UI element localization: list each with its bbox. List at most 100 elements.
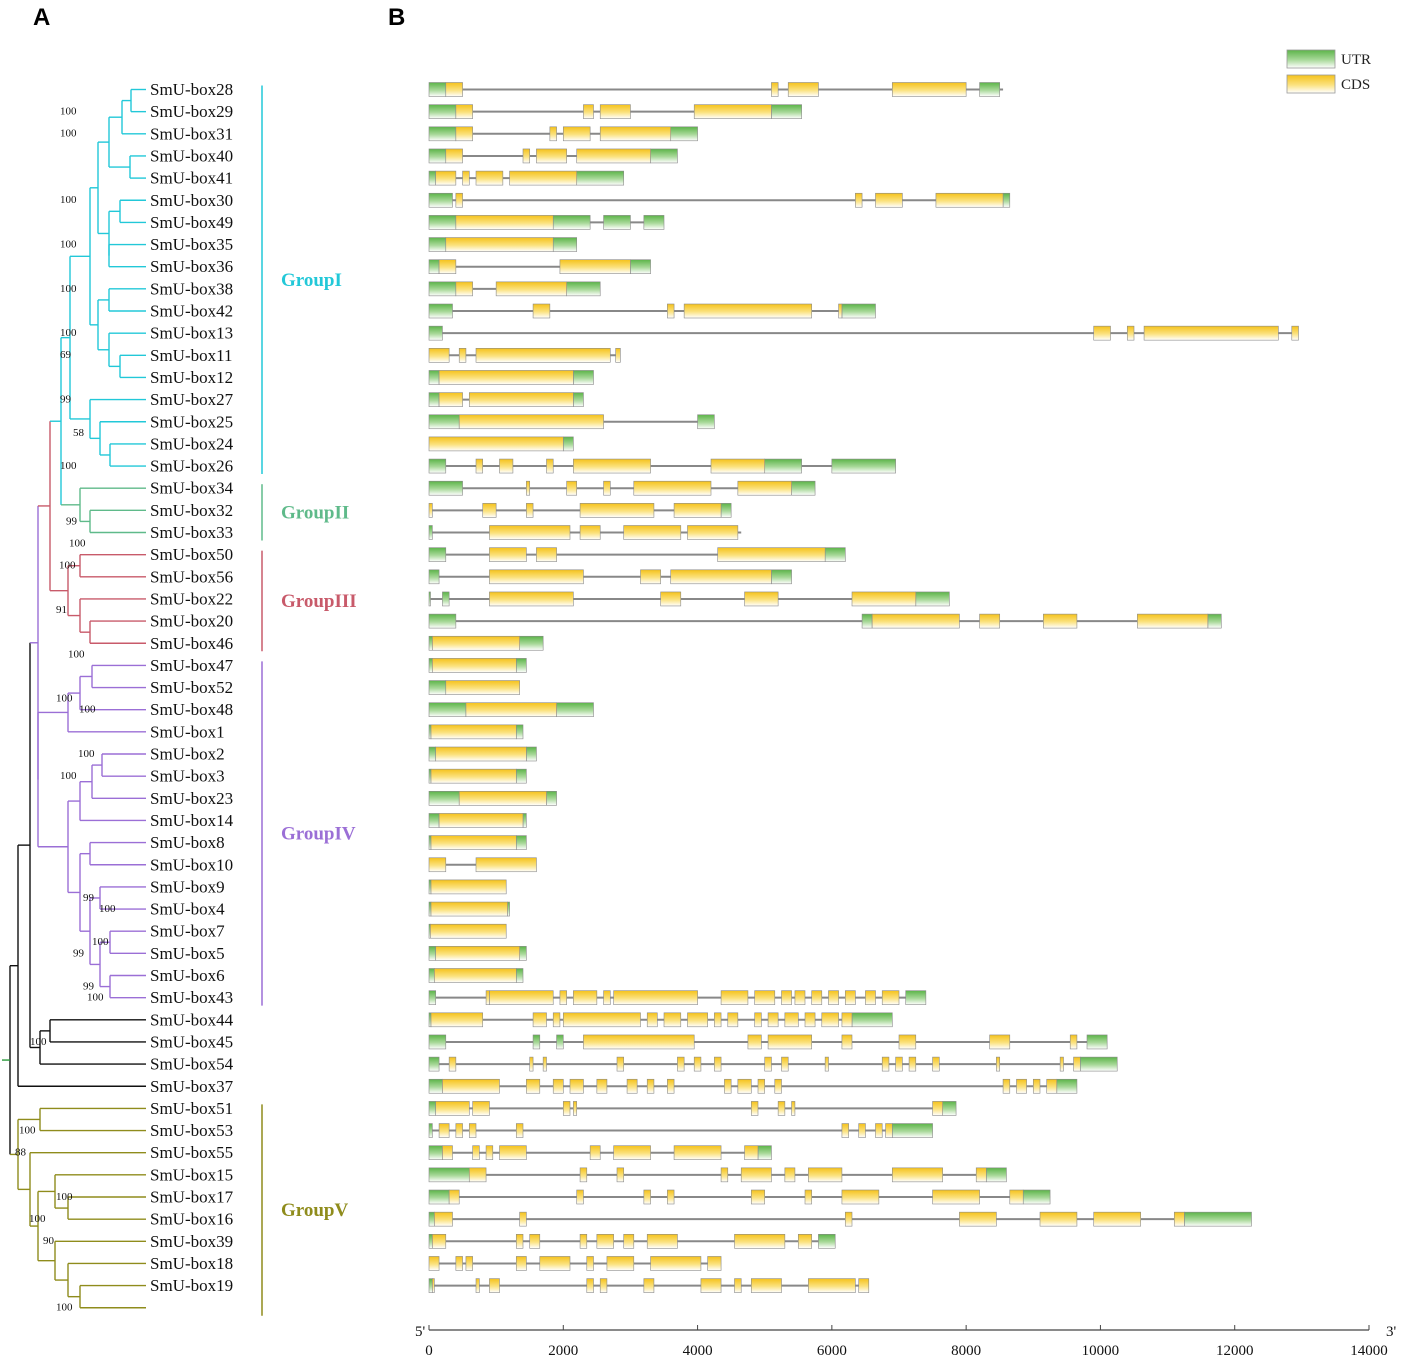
cds-block xyxy=(640,569,661,585)
gene-structure xyxy=(428,1123,933,1138)
cds-block xyxy=(435,170,457,186)
cds-block xyxy=(935,192,1004,208)
cds-block xyxy=(589,1145,601,1160)
utr-block xyxy=(428,1056,440,1072)
utr-block xyxy=(428,746,437,762)
gene-label: SmU-box28 xyxy=(150,80,233,99)
gene-structure xyxy=(428,658,527,673)
cds-block xyxy=(663,1012,682,1028)
cds-block xyxy=(1009,1189,1024,1205)
cds-block xyxy=(468,1167,487,1183)
bootstrap-value: 100 xyxy=(78,748,95,760)
cds-block xyxy=(794,990,806,1005)
utr-block xyxy=(507,901,510,917)
cds-block xyxy=(714,1012,722,1028)
cds-block xyxy=(865,990,876,1005)
utr-block xyxy=(428,1167,470,1183)
gene-structure xyxy=(428,1145,772,1160)
cds-block xyxy=(1093,1211,1142,1227)
gene-label: SmU-box31 xyxy=(150,124,233,143)
cds-block xyxy=(465,1256,473,1271)
cds-block xyxy=(432,1234,447,1249)
cds-block xyxy=(844,990,856,1005)
utr-block xyxy=(428,126,457,142)
axis-start-label: 5' xyxy=(415,1324,426,1340)
gene-structure xyxy=(428,724,524,740)
utr-block xyxy=(905,990,927,1005)
cds-block xyxy=(509,170,578,186)
cds-block xyxy=(428,857,447,873)
bootstrap-value: 100 xyxy=(68,648,85,660)
gene-structure xyxy=(428,259,651,275)
cds-block xyxy=(472,1101,490,1116)
gene-structure xyxy=(428,148,678,164)
gene-structure xyxy=(428,835,527,850)
cds-block xyxy=(1291,325,1299,341)
cds-block xyxy=(979,613,1001,629)
utr-block xyxy=(428,237,447,252)
cds-block xyxy=(754,990,776,1005)
x-tick-label: 12000 xyxy=(1216,1343,1254,1359)
utr-block xyxy=(428,547,447,562)
utr-block xyxy=(942,1101,957,1116)
cds-block xyxy=(828,990,839,1005)
cds-block xyxy=(445,148,463,164)
utr-block xyxy=(428,901,432,917)
cds-block xyxy=(683,303,813,319)
utr-block xyxy=(670,126,698,142)
utr-block xyxy=(428,170,437,186)
utr-block xyxy=(515,968,524,983)
cds-block xyxy=(744,591,779,607)
bootstrap-value: 100 xyxy=(92,936,109,948)
utr-block xyxy=(824,547,846,562)
cds-block xyxy=(573,990,598,1005)
utr-block xyxy=(552,215,591,230)
utr-block xyxy=(818,1234,836,1249)
cds-block xyxy=(996,1056,1001,1072)
cds-block xyxy=(771,82,779,97)
gene-label: SmU-box29 xyxy=(150,102,233,121)
cds-block xyxy=(841,1034,853,1050)
gene-structure xyxy=(428,1234,836,1249)
gene-structure xyxy=(428,857,537,873)
cds-block xyxy=(804,1012,816,1028)
cds-block xyxy=(623,1234,635,1249)
cds-block xyxy=(465,702,557,718)
cds-block xyxy=(542,1056,547,1072)
cds-block xyxy=(615,347,621,363)
cds-block xyxy=(438,392,463,407)
bootstrap-value: 100 xyxy=(60,128,77,140)
cds-block xyxy=(1032,1078,1041,1094)
cds-block xyxy=(660,591,682,607)
bootstrap-value: 99 xyxy=(60,394,72,406)
utr-block xyxy=(428,215,457,230)
gene-label: SmU-box34 xyxy=(150,479,234,498)
cds-block xyxy=(442,1078,500,1094)
cds-block xyxy=(489,591,574,607)
cds-block xyxy=(475,458,484,474)
cds-block xyxy=(536,148,567,164)
cds-block xyxy=(586,1256,594,1271)
cds-block xyxy=(717,547,826,562)
gene-structure xyxy=(428,370,594,385)
cds-block xyxy=(804,1189,813,1205)
gene-label: SmU-box14 xyxy=(150,811,234,830)
utr-block xyxy=(428,613,457,629)
utr-block xyxy=(979,82,1001,97)
utr-block xyxy=(428,1145,443,1160)
gene-structure xyxy=(428,879,507,895)
cds-block xyxy=(1039,1211,1078,1227)
gene-label: SmU-box22 xyxy=(150,589,233,608)
utr-block xyxy=(556,702,594,718)
legend-cds-label: CDS xyxy=(1341,77,1370,93)
utr-block xyxy=(442,591,450,607)
cds-block xyxy=(851,591,917,607)
gene-structure xyxy=(428,901,510,917)
gene-label: SmU-box56 xyxy=(150,567,233,586)
cds-block xyxy=(740,1167,772,1183)
utr-block xyxy=(428,392,440,407)
bootstrap-value: 100 xyxy=(56,1191,73,1203)
cds-block xyxy=(603,480,611,496)
cds-block xyxy=(468,1123,477,1138)
